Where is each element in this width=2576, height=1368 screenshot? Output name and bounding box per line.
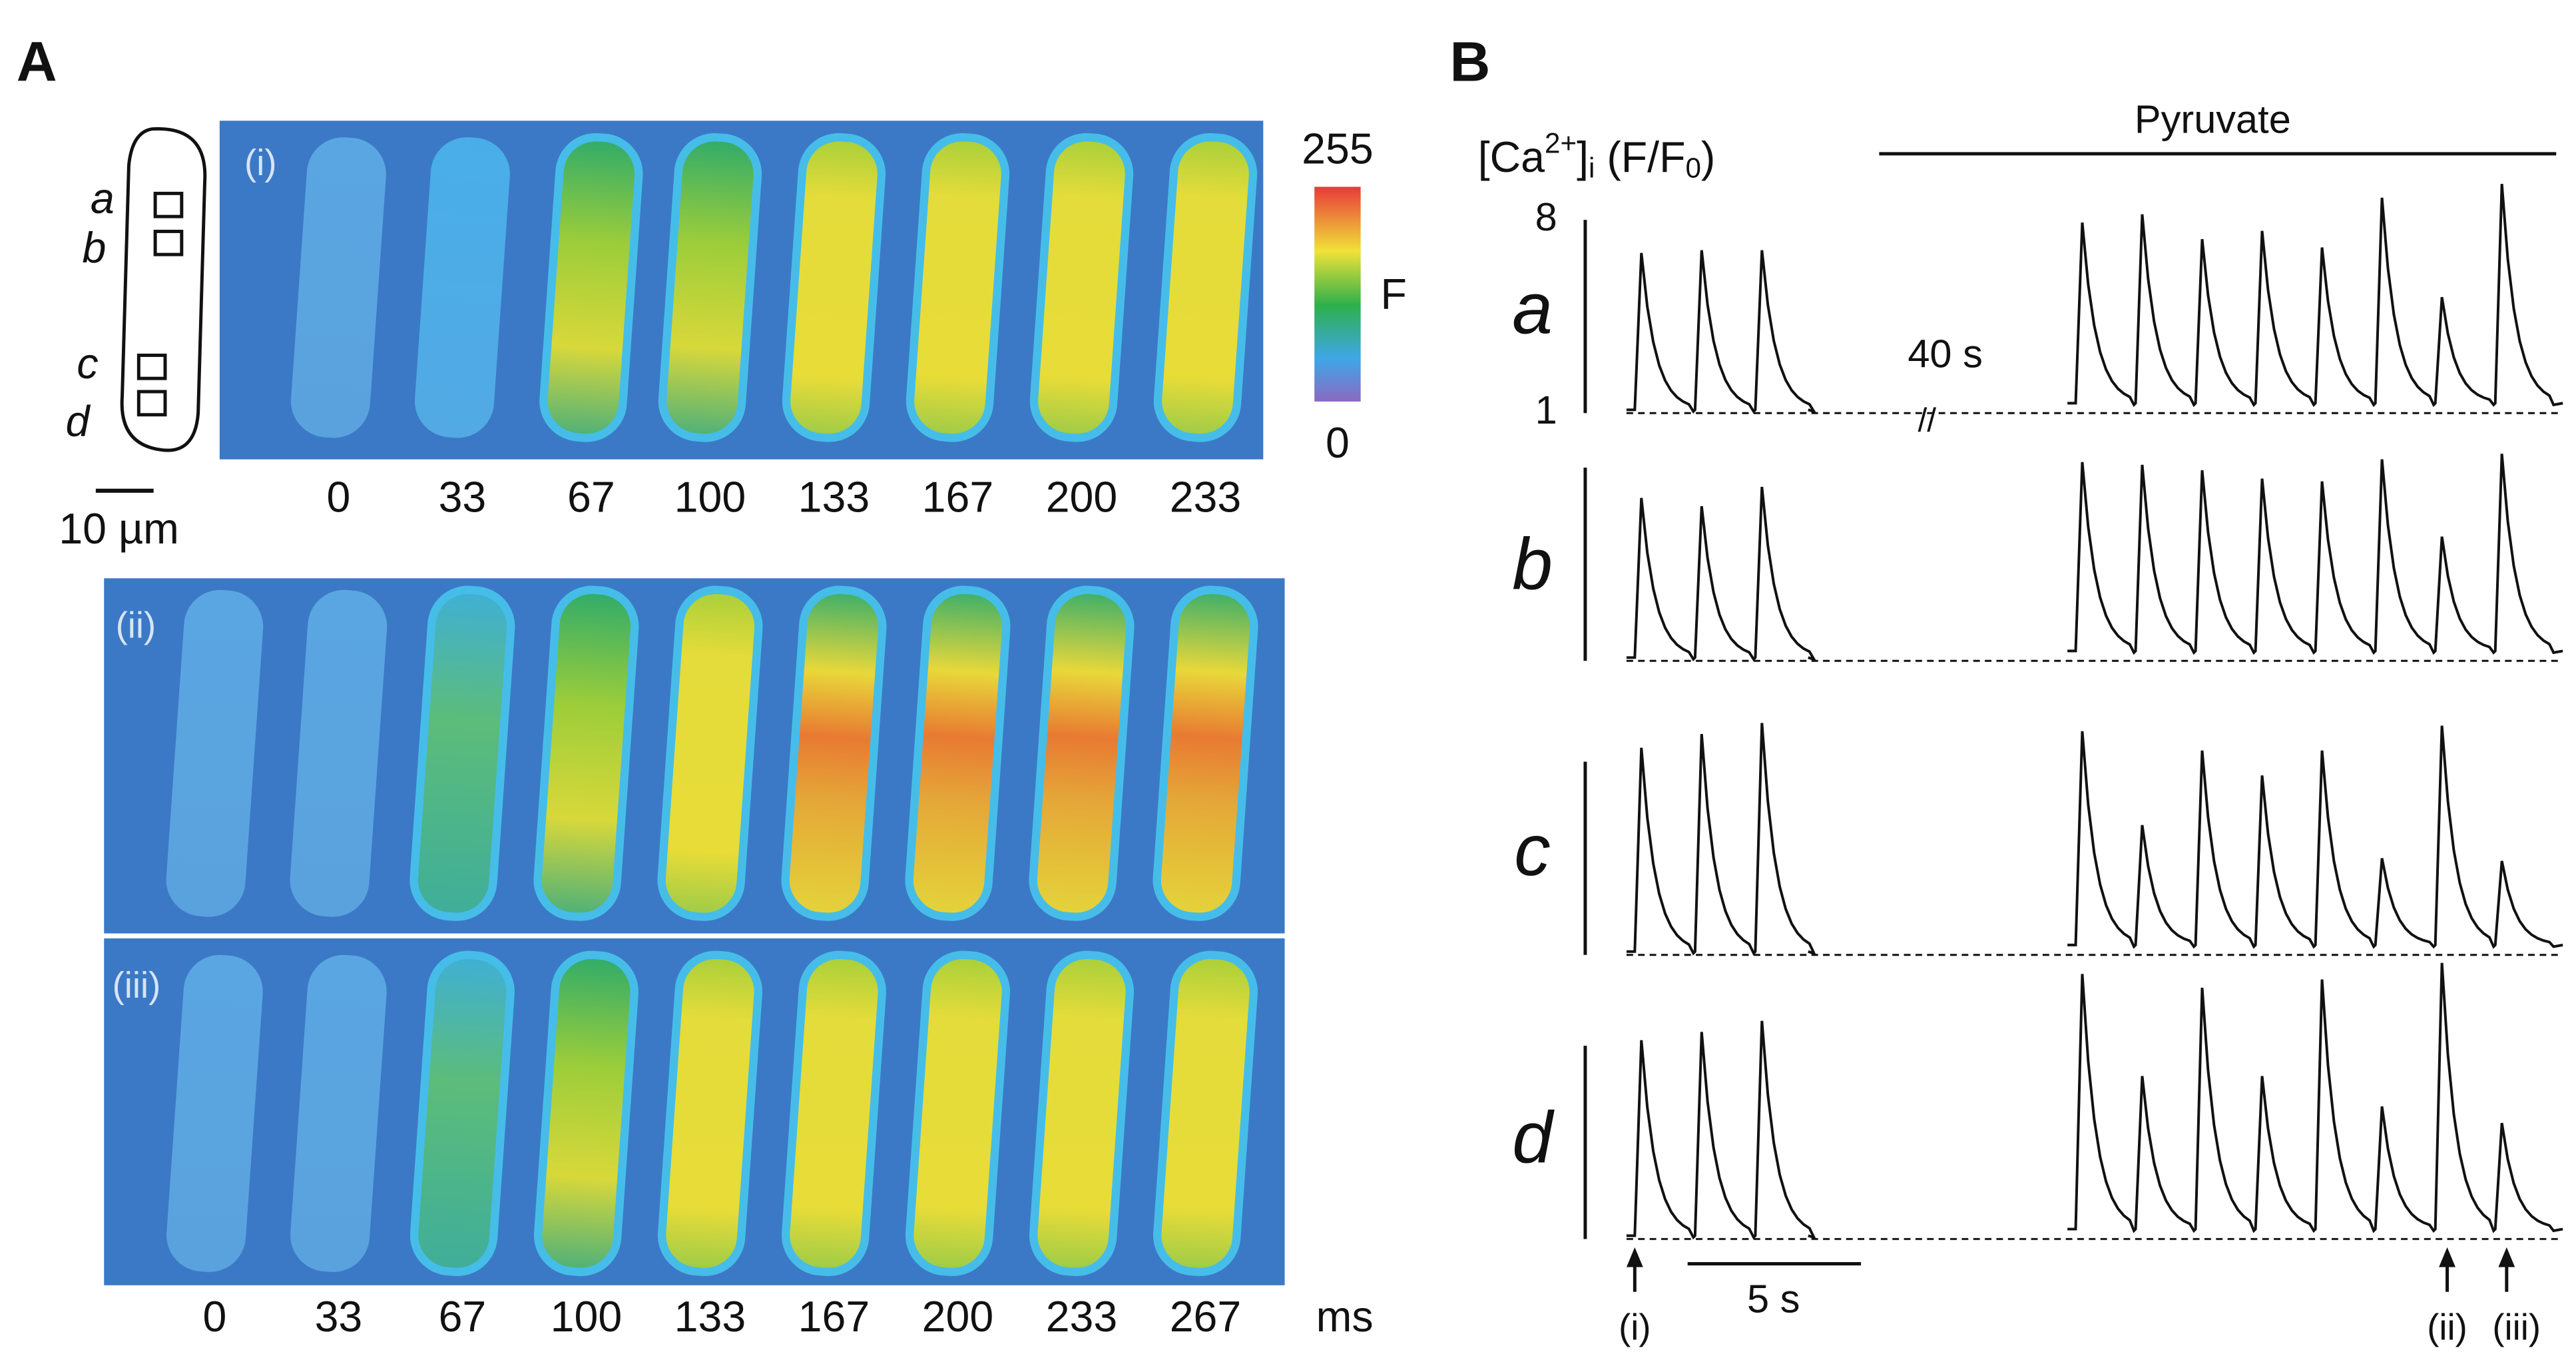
trace [2067,454,2563,655]
cell-image [533,950,639,1277]
frame-time: 133 [674,1293,746,1341]
cell-image [905,133,1010,442]
trace [2067,184,2563,408]
cell-image [658,133,762,442]
colorbar [1314,186,1361,402]
panel-label: A [17,31,57,93]
cell-image [539,133,643,442]
trace [2067,962,2563,1233]
cell-image [166,589,264,917]
cell-image [1029,585,1135,921]
cell-image [1029,133,1134,442]
trace [2067,725,2563,949]
y-label-part: ] [1577,133,1589,181]
arrow-head [2439,1247,2455,1267]
y-label-part: 0 [1685,153,1700,184]
arrow-label: (iii) [2492,1307,2541,1347]
frame-time: 67 [439,1293,487,1341]
cell-image [409,950,515,1277]
cell-image [1153,950,1258,1277]
cell-image [414,137,510,438]
y-label-part: [Ca [1478,133,1545,181]
cell-image [1029,950,1134,1277]
y-label-part: 2+ [1545,128,1577,159]
y-label-part: i [1589,153,1595,184]
frame-time: 200 [922,1293,994,1341]
cell-sketch [120,127,207,452]
frame-time: 167 [798,1293,870,1341]
frame-time: 233 [1170,474,1242,521]
region-boxes [136,191,184,417]
arrow-head [1626,1247,1643,1267]
trace-label: c [1514,810,1551,891]
y-tick-label: 8 [1535,194,1557,239]
trace [1626,250,1817,414]
gap-label: 40 s [1908,332,1983,376]
time-scale-label: 5 s [1747,1276,1800,1321]
row-label: (ii) [116,605,156,645]
frame-time: 167 [922,474,994,521]
trace-label: b [1512,524,1553,605]
frame-time: 0 [202,1293,226,1341]
cell-image [409,585,515,921]
colorbar-min: 0 [1326,419,1350,467]
arrow-label: (i) [1619,1307,1651,1347]
frame-time: 133 [798,474,870,521]
cell-image [782,133,886,442]
cell-image [781,950,886,1277]
region-label: b [82,224,106,272]
cell-image [1153,133,1258,442]
cell-image [166,954,263,1272]
gap-mark: // [1918,402,1937,439]
trace [1626,486,1817,662]
cell-image [1153,585,1258,921]
frame-time: 67 [567,474,615,521]
cell-image [657,585,763,921]
treatment-label: Pyruvate [2135,97,2291,141]
y-label-part: (F/F [1595,133,1685,181]
frame-time: 233 [1046,1293,1118,1341]
trace-label: a [1512,268,1553,349]
trace-label: d [1512,1097,1555,1178]
y-label-part: ) [1701,133,1715,181]
frame-time: 200 [1046,474,1118,521]
region-label: d [66,398,91,446]
arrow-label: (ii) [2427,1307,2467,1347]
row-label: (i) [244,143,276,183]
y-label: [Ca2+]i (F/F0) [1478,128,1716,184]
row-label: (iii) [113,965,161,1006]
frame-time: 0 [326,474,350,521]
arrow-head [2498,1247,2515,1267]
cell-image [290,589,387,917]
colorbar-max: 255 [1302,125,1374,172]
cell-image [657,950,762,1277]
trace [1626,723,1817,956]
frame-time: 33 [439,474,487,521]
cell-image [781,585,887,921]
cell-image [533,585,639,921]
panel-label: B [1450,31,1491,93]
region-label: a [91,174,115,222]
cell-image [905,950,1010,1277]
y-tick-label: 1 [1535,388,1557,432]
frame-time: 33 [315,1293,363,1341]
scale-label: 10 µm [59,505,178,553]
colorbar-label: F [1381,270,1407,318]
trace [1626,1020,1817,1240]
cell-image [290,954,387,1272]
time-unit: ms [1316,1293,1374,1341]
frame-time: 267 [1170,1293,1242,1341]
cell-image [290,137,386,438]
region-label: c [77,340,98,388]
frame-time: 100 [674,474,746,521]
cell-image [905,585,1011,921]
frame-time: 100 [551,1293,623,1341]
